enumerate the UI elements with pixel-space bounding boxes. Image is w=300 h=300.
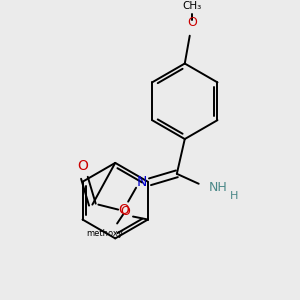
Text: H: H [230,191,238,201]
Text: NH: NH [209,181,228,194]
Text: O: O [120,205,130,218]
Text: O: O [77,159,88,173]
Text: methoxy: methoxy [86,229,123,238]
Text: O: O [119,202,130,217]
Text: N: N [137,175,147,189]
Text: O: O [187,16,197,29]
Text: CH₃: CH₃ [182,1,201,11]
